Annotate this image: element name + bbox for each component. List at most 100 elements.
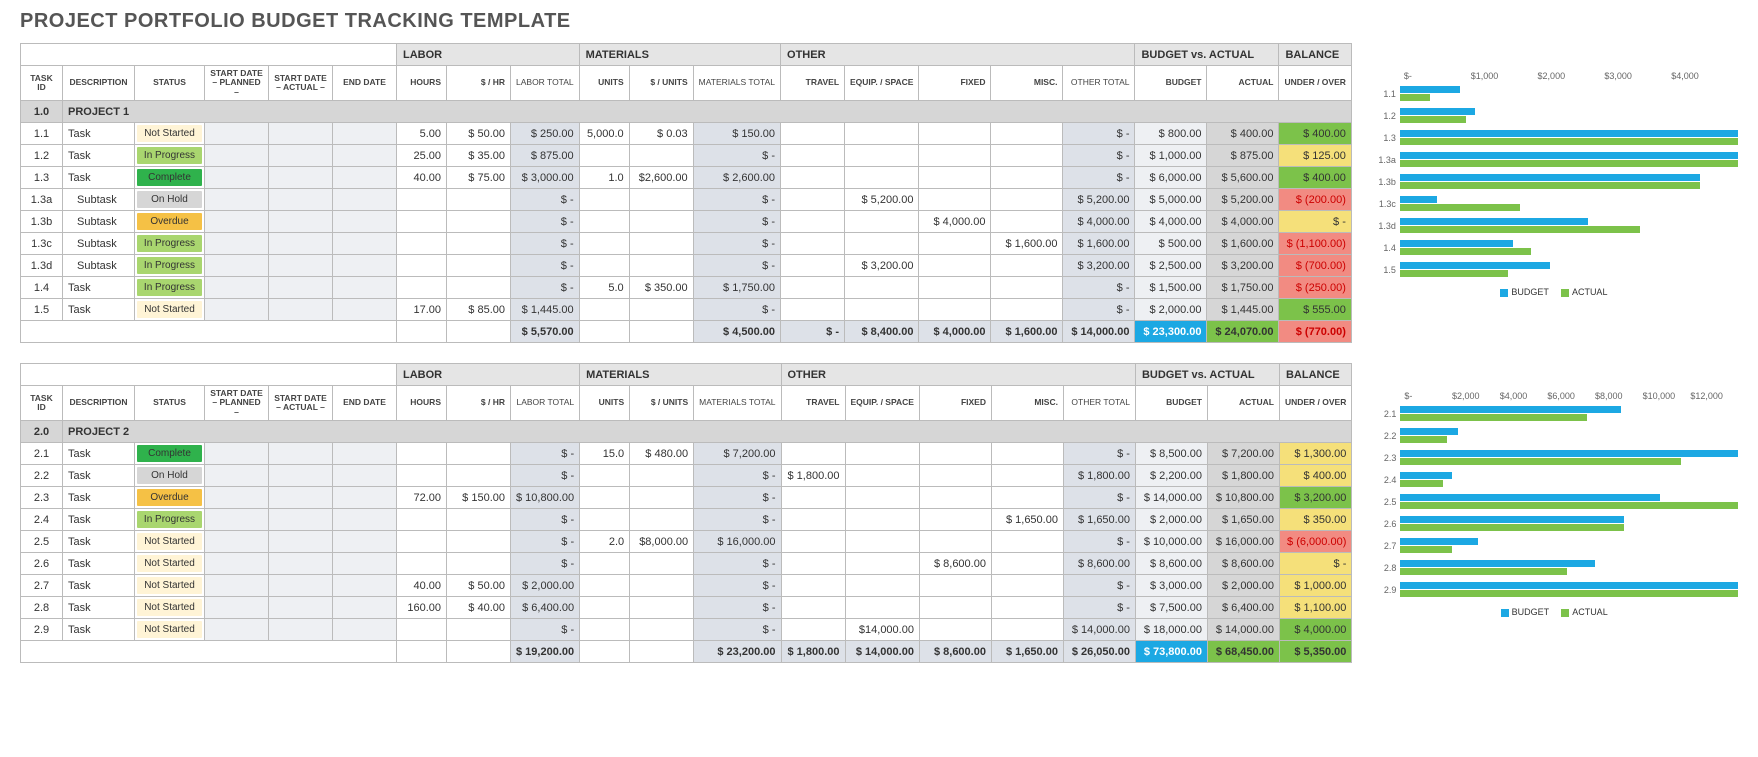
- col-header: BUDGET: [1135, 386, 1207, 421]
- col-header: START DATE – PLANNED –: [205, 66, 269, 101]
- col-header: TASK ID: [21, 66, 63, 101]
- col-header: UNITS: [580, 386, 630, 421]
- bar-budget: [1400, 196, 1438, 203]
- col-header: END DATE: [333, 386, 397, 421]
- bar-budget: [1400, 262, 1550, 269]
- table-row: 2.3TaskOverdue72.00$ 150.00$ 10,800.00$ …: [21, 487, 1352, 509]
- bar-budget: [1400, 108, 1475, 115]
- status-pill: Not Started: [137, 577, 202, 594]
- chart-label: 2.4: [1370, 475, 1400, 485]
- col-header: $ / UNITS: [629, 66, 693, 101]
- status-pill: In Progress: [137, 147, 202, 164]
- col-header: LABOR TOTAL: [511, 66, 580, 101]
- table-row: 1.3aSubtaskOn Hold$ -$ -$ 5,200.00$ 5,20…: [21, 189, 1352, 211]
- col-header: LABOR TOTAL: [511, 386, 580, 421]
- col-header: DESCRIPTION: [63, 66, 135, 101]
- status-pill: Not Started: [137, 125, 202, 142]
- chart-label: 2.2: [1370, 431, 1400, 441]
- col-header: OTHER TOTAL: [1063, 386, 1135, 421]
- bar-budget: [1400, 538, 1478, 545]
- axis-tick: $-: [1404, 71, 1471, 81]
- axis-tick: $-: [1404, 391, 1452, 401]
- col-header: START DATE – PLANNED –: [205, 386, 269, 421]
- status-pill: Not Started: [137, 301, 202, 318]
- table-row: 2.2TaskOn Hold$ -$ -$ 1,800.00$ 1,800.00…: [21, 465, 1352, 487]
- axis-tick: $3,000: [1604, 71, 1671, 81]
- bar-budget: [1400, 494, 1660, 501]
- bar-actual: [1400, 458, 1680, 465]
- col-header: MISC.: [991, 386, 1063, 421]
- col-header: TRAVEL: [781, 386, 845, 421]
- table-row: 2.7TaskNot Started40.00$ 50.00$ 2,000.00…: [21, 575, 1352, 597]
- col-header: START DATE – ACTUAL –: [269, 386, 333, 421]
- table-row: 2.4TaskIn Progress$ -$ -$ 1,650.00$ 1,65…: [21, 509, 1352, 531]
- status-pill: In Progress: [137, 257, 202, 274]
- bar-budget: [1400, 86, 1460, 93]
- table-row: 1.2TaskIn Progress25.00$ 35.00$ 875.00$ …: [21, 145, 1352, 167]
- chart-label: 1.3a: [1370, 155, 1400, 165]
- col-header: BUDGET: [1135, 66, 1207, 101]
- axis-tick: $4,000: [1500, 391, 1548, 401]
- status-pill: Not Started: [137, 621, 202, 638]
- table-row: 1.3cSubtaskIn Progress$ -$ -$ 1,600.00$ …: [21, 233, 1352, 255]
- col-header: ACTUAL: [1207, 66, 1279, 101]
- col-header: MATERIALS TOTAL: [693, 66, 780, 101]
- col-header: EQUIP. / SPACE: [845, 386, 919, 421]
- bar-budget: [1400, 218, 1588, 225]
- chart-label: 1.2: [1370, 111, 1400, 121]
- status-pill: Complete: [137, 169, 202, 186]
- bar-actual: [1400, 94, 1430, 101]
- chart-label: 1.3: [1370, 133, 1400, 143]
- bar-budget: [1400, 582, 1738, 589]
- bar-budget: [1400, 406, 1621, 413]
- bar-actual: [1400, 182, 1701, 189]
- table-row: 1.1TaskNot Started5.00$ 50.00$ 250.005,0…: [21, 123, 1352, 145]
- chart-label: 2.6: [1370, 519, 1400, 529]
- chart-legend: BUDGETACTUAL: [1370, 287, 1738, 297]
- axis-tick: $1,000: [1471, 71, 1538, 81]
- project-row: 1.0PROJECT 1: [21, 101, 1352, 123]
- budget-actual-chart: $-$2,000$4,000$6,000$8,000$10,000$12,000…: [1370, 363, 1738, 663]
- table-row: 1.3bSubtaskOverdue$ -$ -$ 4,000.00$ 4,00…: [21, 211, 1352, 233]
- totals-row: $ 19,200.00$ 23,200.00$ 1,800.00$ 14,000…: [21, 641, 1352, 663]
- bar-budget: [1400, 516, 1623, 523]
- bar-actual: [1400, 226, 1640, 233]
- bar-budget: [1400, 174, 1701, 181]
- bar-actual: [1400, 248, 1531, 255]
- chart-label: 1.4: [1370, 243, 1400, 253]
- bar-actual: [1400, 546, 1452, 553]
- axis-tick: $6,000: [1547, 391, 1595, 401]
- chart-label: 1.3c: [1370, 199, 1400, 209]
- bar-budget: [1400, 472, 1452, 479]
- table-row: 2.8TaskNot Started160.00$ 40.00$ 6,400.0…: [21, 597, 1352, 619]
- axis-tick: $8,000: [1595, 391, 1643, 401]
- bar-actual: [1400, 160, 1738, 167]
- col-header: UNDER / OVER: [1279, 386, 1351, 421]
- col-header: $ / UNITS: [630, 386, 694, 421]
- budget-actual-chart: $-$1,000$2,000$3,000$4,0001.11.21.31.3a1…: [1370, 43, 1738, 343]
- chart-label: 2.1: [1370, 409, 1400, 419]
- bar-actual: [1400, 436, 1447, 443]
- chart-label: 1.5: [1370, 265, 1400, 275]
- status-pill: Overdue: [137, 213, 202, 230]
- table-row: 2.1TaskComplete$ -15.0$ 480.00$ 7,200.00…: [21, 443, 1352, 465]
- status-pill: Complete: [137, 445, 202, 462]
- bar-actual: [1400, 502, 1738, 509]
- chart-label: 2.8: [1370, 563, 1400, 573]
- col-header: MATERIALS TOTAL: [694, 386, 781, 421]
- col-header: END DATE: [333, 66, 397, 101]
- col-header: STATUS: [135, 66, 205, 101]
- bar-actual: [1400, 270, 1509, 277]
- col-header: OTHER TOTAL: [1063, 66, 1135, 101]
- col-header: MISC.: [991, 66, 1063, 101]
- bar-budget: [1400, 240, 1513, 247]
- col-header: DESCRIPTION: [63, 386, 135, 421]
- axis-tick: $2,000: [1452, 391, 1500, 401]
- chart-label: 1.1: [1370, 89, 1400, 99]
- status-pill: In Progress: [137, 279, 202, 296]
- table-row: 1.5TaskNot Started17.00$ 85.00$ 1,445.00…: [21, 299, 1352, 321]
- bar-actual: [1400, 590, 1738, 597]
- chart-label: 1.3b: [1370, 177, 1400, 187]
- col-header: STATUS: [135, 386, 205, 421]
- totals-row: $ 5,570.00$ 4,500.00$ -$ 8,400.00$ 4,000…: [21, 321, 1352, 343]
